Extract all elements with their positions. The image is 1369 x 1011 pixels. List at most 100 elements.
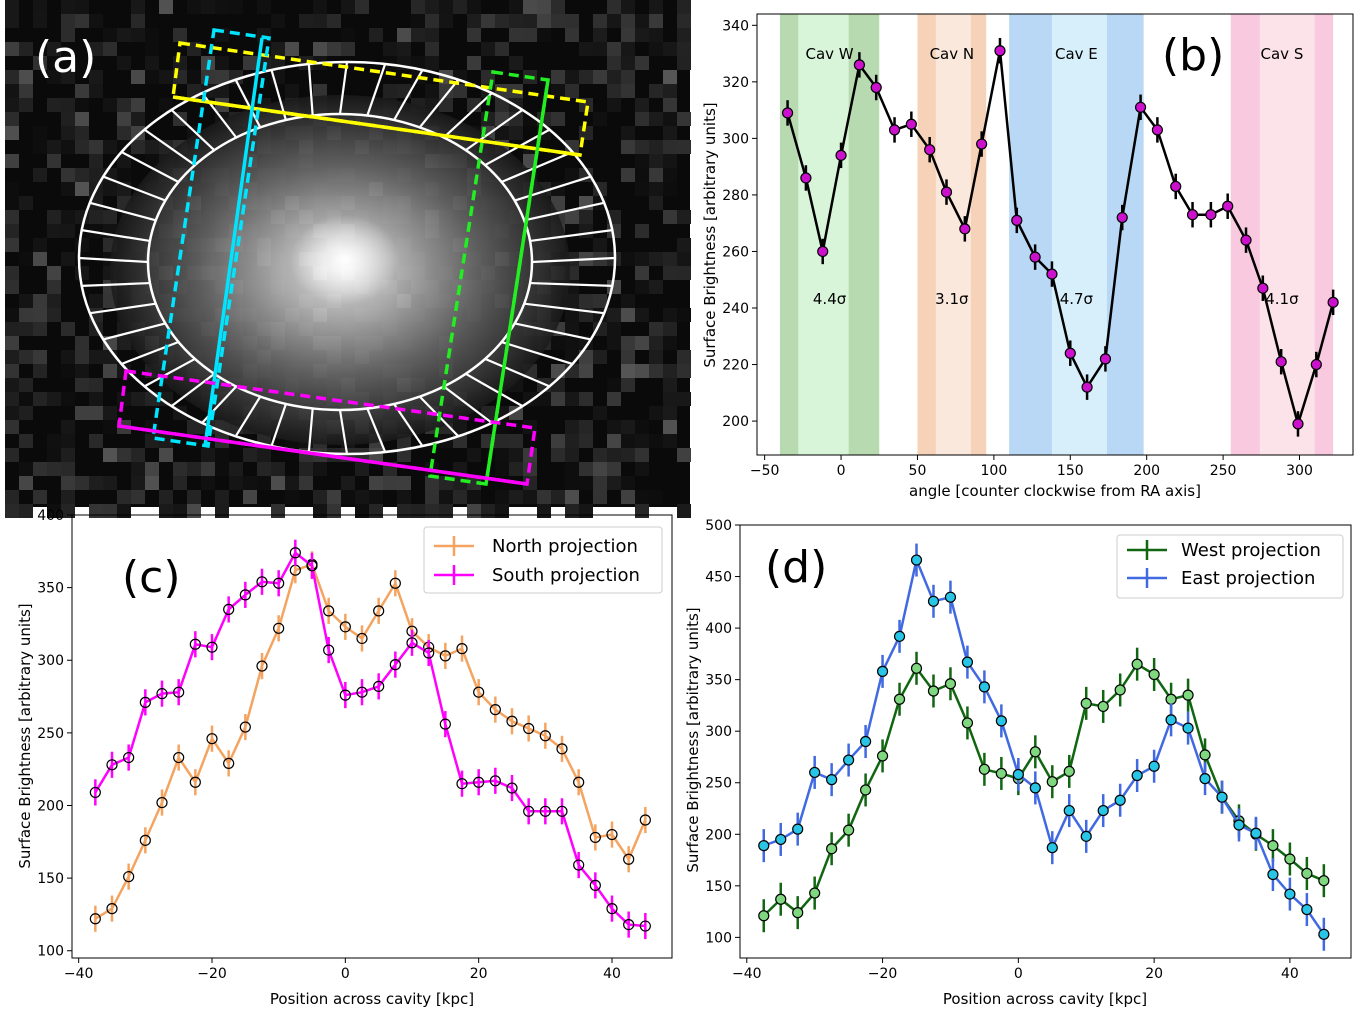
- south-projection-point: [623, 918, 635, 931]
- noise-pixel: [5, 14, 19, 28]
- noise-pixel: [411, 56, 425, 70]
- noise-pixel: [61, 448, 75, 462]
- noise-pixel: [523, 490, 537, 504]
- x-tick-label: −40: [732, 966, 762, 982]
- west-projection-point: [1029, 746, 1041, 758]
- east-projection-point: [944, 591, 957, 603]
- noise-pixel: [145, 392, 159, 406]
- panel-b-ylabel: Surface Brightness [arbitrary units]: [701, 102, 719, 367]
- north-projection-point: [489, 704, 501, 716]
- noise-pixel: [19, 504, 33, 518]
- noise-pixel: [61, 168, 75, 182]
- noise-pixel: [509, 0, 523, 14]
- noise-pixel: [579, 504, 593, 518]
- east-projection-point: [1267, 868, 1279, 881]
- angle-profile-point: [888, 124, 901, 136]
- noise-pixel: [33, 392, 47, 406]
- noise-pixel: [117, 504, 131, 518]
- noise-pixel: [621, 420, 635, 434]
- noise-pixel: [131, 0, 145, 14]
- noise-pixel: [579, 392, 593, 406]
- west-projection-point: [843, 824, 855, 836]
- sector-spoke: [338, 61, 349, 115]
- x-tick-label: 0: [837, 463, 846, 479]
- south-projection-point: [506, 782, 518, 794]
- noise-pixel: [607, 0, 621, 14]
- noise-pixel: [663, 70, 677, 84]
- x-tick-label: 300: [1286, 463, 1313, 479]
- angle-profile-point: [853, 59, 865, 71]
- noise-pixel: [649, 280, 663, 294]
- noise-pixel: [201, 476, 215, 490]
- angle-profile-point: [1116, 211, 1128, 224]
- panel-d-axes: −40 −20 0 20 40 100 150 200 250 300 350 400 450 500: [705, 518, 1299, 982]
- noise-pixel: [5, 70, 19, 84]
- noise-pixel: [117, 98, 131, 112]
- noise-pixel: [607, 378, 621, 392]
- noise-pixel: [593, 490, 607, 504]
- west-projection-point: [775, 893, 787, 905]
- noise-pixel: [635, 224, 649, 238]
- noise-pixel: [621, 56, 635, 70]
- noise-pixel: [33, 294, 47, 308]
- angle-profile-point: [1170, 180, 1182, 193]
- noise-pixel: [131, 462, 145, 476]
- noise-pixel: [565, 140, 579, 154]
- noise-pixel: [173, 504, 187, 518]
- angle-profile-point: [905, 118, 917, 130]
- sector-spoke: [484, 357, 550, 388]
- noise-pixel: [5, 210, 19, 224]
- noise-pixel: [117, 126, 131, 140]
- noise-pixel: [537, 14, 551, 28]
- sector-spoke: [514, 175, 592, 202]
- noise-pixel: [355, 0, 369, 14]
- noise-pixel: [607, 70, 621, 84]
- noise-pixel: [565, 70, 579, 84]
- noise-pixel: [439, 490, 453, 504]
- noise-pixel: [19, 378, 33, 392]
- angle-profile-point: [1327, 296, 1339, 308]
- angle-profile-point: [1029, 251, 1041, 263]
- noise-pixel: [677, 140, 691, 154]
- south-projection-point: [89, 786, 101, 799]
- noise-pixel: [677, 238, 691, 252]
- noise-pixel: [621, 476, 635, 490]
- angle-profile-point: [1099, 353, 1112, 365]
- noise-pixel: [117, 154, 131, 168]
- noise-pixel: [19, 322, 33, 336]
- east-projection-point: [1131, 769, 1143, 782]
- noise-pixel: [663, 126, 677, 140]
- north-projection-point: [123, 871, 135, 883]
- noise-pixel: [649, 406, 663, 420]
- noise-pixel: [635, 308, 649, 322]
- noise-pixel: [5, 238, 19, 252]
- noise-pixel: [117, 112, 131, 126]
- noise-pixel: [467, 448, 481, 462]
- noise-pixel: [369, 448, 383, 462]
- north-projection-point: [556, 743, 568, 755]
- noise-pixel: [131, 98, 145, 112]
- noise-pixel: [663, 420, 677, 434]
- noise-pixel: [75, 350, 89, 364]
- noise-pixel: [677, 364, 691, 378]
- east-projection-point: [826, 774, 838, 786]
- west-projection-point: [809, 887, 821, 899]
- noise-pixel: [677, 392, 691, 406]
- noise-pixel: [313, 0, 327, 14]
- noise-pixel: [19, 294, 33, 308]
- noise-pixel: [565, 420, 579, 434]
- north-projection-point: [539, 730, 551, 742]
- noise-pixel: [495, 98, 509, 112]
- north-projection-line: [172, 95, 581, 157]
- noise-pixel: [369, 504, 383, 518]
- noise-pixel: [369, 490, 383, 504]
- panel-d-xlabel: Position across cavity [kpc]: [943, 990, 1147, 1008]
- noise-pixel: [103, 406, 117, 420]
- sector-spoke: [307, 408, 314, 453]
- cavity-name: Cav S: [1261, 45, 1304, 63]
- east-projection-line: [484, 79, 550, 485]
- noise-pixel: [649, 434, 663, 448]
- noise-pixel: [313, 14, 327, 28]
- noise-pixel: [75, 168, 89, 182]
- east-projection-point: [927, 595, 940, 607]
